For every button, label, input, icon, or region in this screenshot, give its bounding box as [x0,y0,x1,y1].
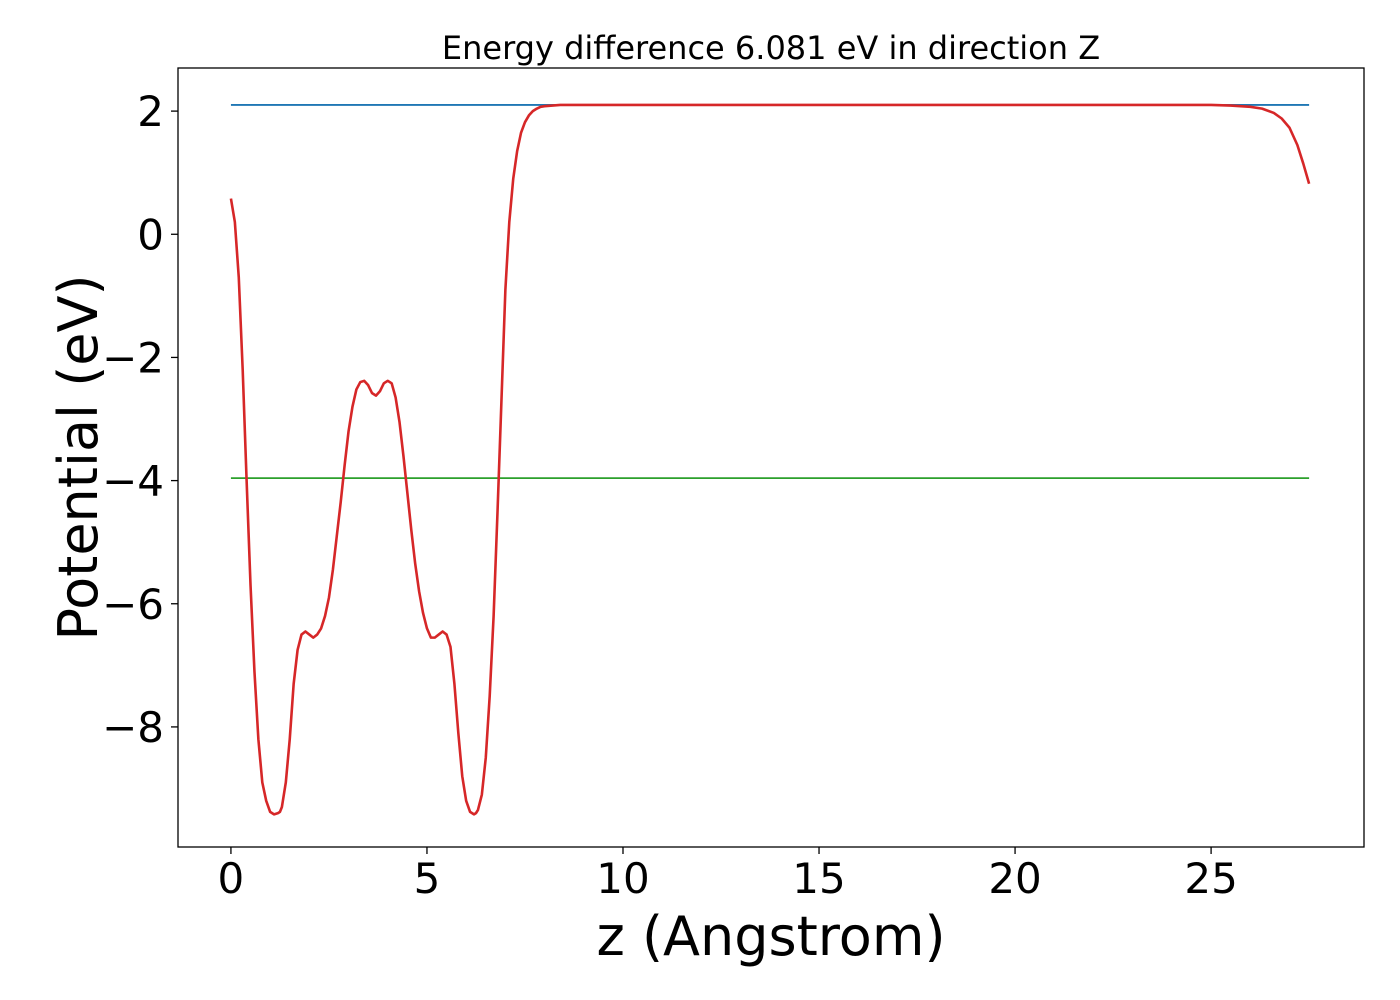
y-tick-label: 2 [137,87,164,136]
x-tick-label: 10 [596,854,649,903]
plot-area [229,103,1311,816]
y-tick-label: −2 [102,333,164,382]
chart-title: Energy difference 6.081 eV in direction … [442,29,1100,67]
x-tick-label: 5 [414,854,441,903]
y-tick-label: 0 [137,210,164,259]
axes-frame [177,67,1365,848]
y-tick-label: −6 [102,580,164,629]
y-tick-label: −4 [102,457,164,506]
x-tick-label: 0 [218,854,245,903]
y-axis-title: Potential (eV) [47,274,110,640]
x-axis-title: z (Angstrom) [596,905,945,968]
y-tick-label: −8 [102,703,164,752]
x-tick-label: 15 [792,854,845,903]
x-tick-label: 20 [988,854,1041,903]
potential-curve-line [229,103,1311,816]
x-tick-label: 25 [1184,854,1237,903]
